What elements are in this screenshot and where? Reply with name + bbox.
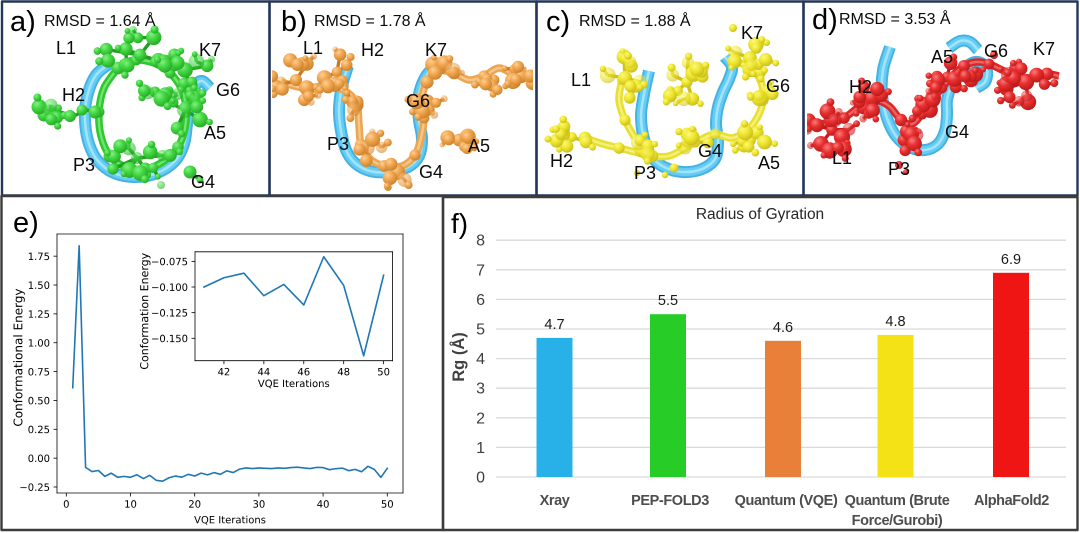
svg-text:b): b)	[281, 6, 307, 38]
svg-text:4.8: 4.8	[885, 314, 905, 330]
svg-text:Radius of Gyration: Radius of Gyration	[696, 206, 824, 223]
svg-text:6.9: 6.9	[1001, 252, 1021, 268]
svg-text:e): e)	[13, 207, 39, 239]
svg-text:Force/Gurobi): Force/Gurobi)	[852, 513, 943, 529]
svg-text:K7: K7	[741, 23, 763, 43]
svg-text:P3: P3	[634, 163, 656, 183]
svg-text:Quantum (VQE): Quantum (VQE)	[735, 493, 838, 509]
svg-text:RMSD = 1.78 Å: RMSD = 1.78 Å	[314, 11, 426, 30]
svg-text:d): d)	[812, 4, 838, 36]
svg-text:A5: A5	[204, 123, 226, 143]
svg-text:2: 2	[476, 410, 485, 427]
svg-text:L1: L1	[832, 148, 852, 168]
svg-text:Rg (Å): Rg (Å)	[449, 332, 468, 381]
svg-text:5: 5	[476, 322, 485, 339]
svg-text:c): c)	[546, 6, 570, 38]
svg-text:4.7: 4.7	[544, 317, 564, 333]
svg-text:0: 0	[476, 470, 485, 487]
svg-text:4.6: 4.6	[773, 320, 793, 336]
svg-text:H2: H2	[849, 77, 872, 97]
svg-text:G6: G6	[216, 80, 240, 100]
svg-text:K7: K7	[425, 40, 447, 60]
svg-text:3: 3	[476, 381, 485, 398]
svg-text:PEP-FOLD3: PEP-FOLD3	[631, 493, 709, 509]
svg-text:G6: G6	[766, 76, 790, 96]
svg-text:L1: L1	[571, 70, 591, 90]
svg-text:G6: G6	[406, 91, 430, 111]
svg-text:1: 1	[476, 440, 485, 457]
svg-text:5.5: 5.5	[658, 293, 678, 309]
svg-text:L1: L1	[303, 38, 323, 58]
svg-text:L1: L1	[56, 38, 76, 58]
svg-text:6: 6	[476, 292, 485, 309]
svg-text:Xray: Xray	[540, 493, 570, 509]
svg-text:a): a)	[10, 6, 36, 38]
svg-text:RMSD = 3.53 Å: RMSD = 3.53 Å	[839, 9, 951, 28]
svg-text:8: 8	[476, 233, 485, 250]
svg-text:P3: P3	[888, 159, 910, 179]
svg-text:P3: P3	[73, 155, 95, 175]
svg-text:G4: G4	[191, 172, 215, 192]
svg-text:A5: A5	[758, 153, 780, 173]
svg-text:K7: K7	[1033, 39, 1055, 59]
svg-text:4: 4	[476, 351, 485, 368]
svg-text:7: 7	[476, 262, 485, 279]
svg-text:H2: H2	[62, 85, 85, 105]
svg-text:G4: G4	[419, 162, 443, 182]
svg-text:RMSD = 1.64 Å: RMSD = 1.64 Å	[44, 11, 156, 30]
svg-text:G6: G6	[984, 41, 1008, 61]
svg-text:Quantum (Brute: Quantum (Brute	[845, 493, 950, 509]
svg-text:RMSD = 1.88 Å: RMSD = 1.88 Å	[579, 11, 691, 30]
svg-text:H2: H2	[361, 40, 384, 60]
svg-text:G4: G4	[945, 122, 969, 142]
svg-text:AlphaFold2: AlphaFold2	[974, 493, 1049, 509]
svg-text:A5: A5	[468, 136, 490, 156]
svg-text:K7: K7	[199, 40, 221, 60]
svg-text:P3: P3	[327, 134, 349, 154]
svg-text:H2: H2	[550, 151, 573, 171]
svg-text:G4: G4	[698, 141, 722, 161]
svg-text:f): f)	[451, 208, 468, 239]
svg-text:A5: A5	[931, 47, 953, 67]
